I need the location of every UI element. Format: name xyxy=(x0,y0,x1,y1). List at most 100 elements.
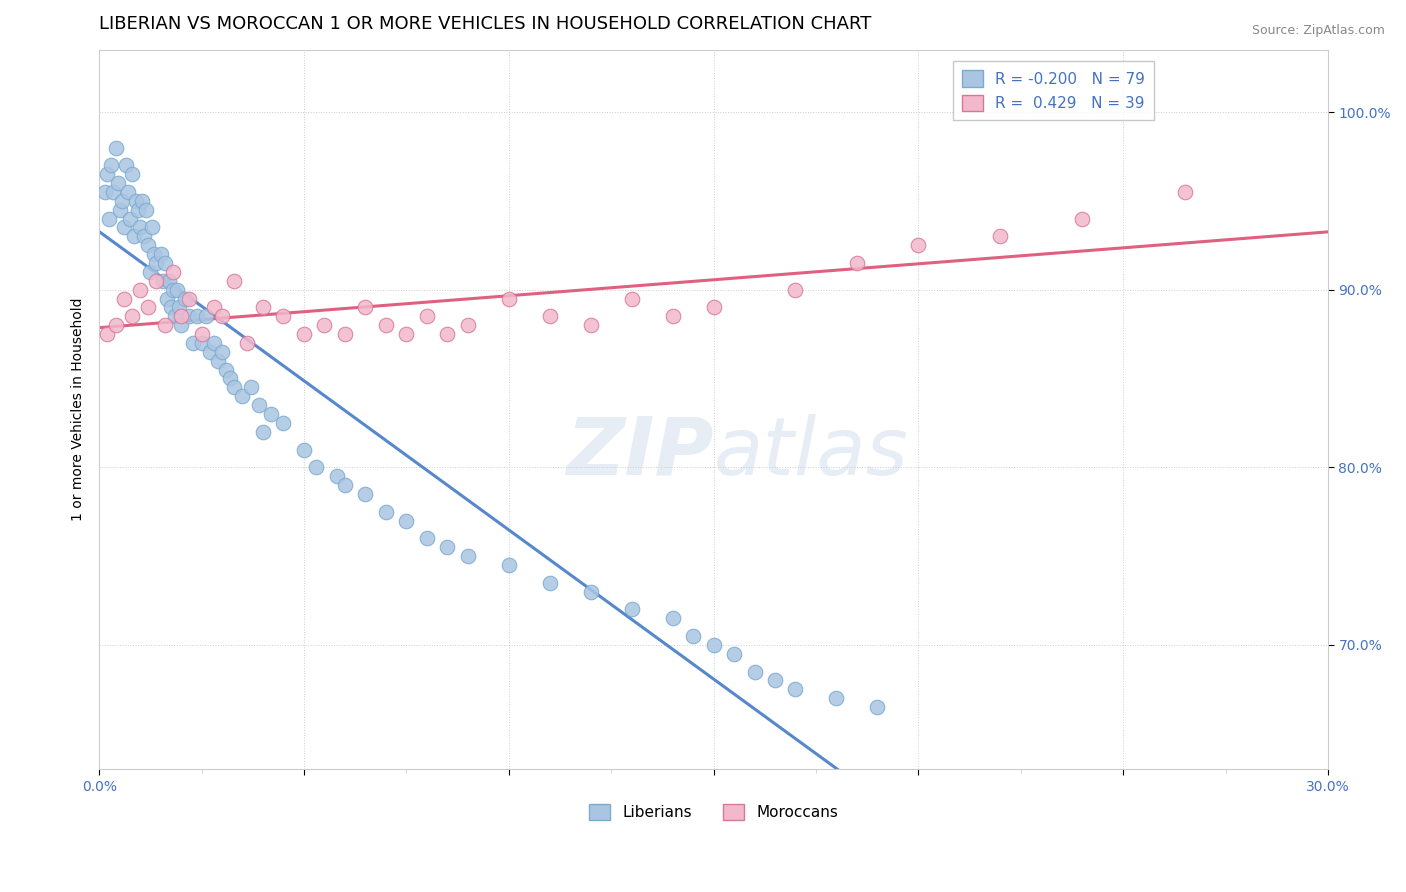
Point xyxy=(395,514,418,528)
Point xyxy=(436,541,458,555)
Point xyxy=(744,665,766,679)
Point xyxy=(374,505,396,519)
Point xyxy=(114,158,136,172)
Point xyxy=(170,310,193,324)
Text: LIBERIAN VS MOROCCAN 1 OR MORE VEHICLES IN HOUSEHOLD CORRELATION CHART: LIBERIAN VS MOROCCAN 1 OR MORE VEHICLES … xyxy=(100,15,872,33)
Point xyxy=(143,247,166,261)
Point xyxy=(1174,185,1197,199)
Point xyxy=(215,362,238,376)
Point xyxy=(620,292,643,306)
Point xyxy=(111,194,134,208)
Point xyxy=(174,292,197,306)
Point xyxy=(117,185,139,199)
Point xyxy=(183,335,205,350)
Point xyxy=(194,310,217,324)
Point xyxy=(457,549,479,563)
Point xyxy=(785,283,807,297)
Point xyxy=(104,140,127,154)
Point xyxy=(333,478,356,492)
Point xyxy=(141,220,163,235)
Point xyxy=(136,238,159,252)
Point xyxy=(273,416,295,430)
Point xyxy=(162,265,184,279)
Point xyxy=(211,310,233,324)
Point xyxy=(260,407,283,421)
Point xyxy=(763,673,786,688)
Point xyxy=(682,629,704,643)
Point xyxy=(354,487,377,501)
Point xyxy=(121,310,143,324)
Point xyxy=(661,310,683,324)
Point xyxy=(129,283,152,297)
Point xyxy=(135,202,157,217)
Point xyxy=(292,442,315,457)
Point xyxy=(416,310,439,324)
Point xyxy=(129,220,152,235)
Point xyxy=(112,292,135,306)
Point xyxy=(159,301,181,315)
Point xyxy=(224,380,246,394)
Point xyxy=(252,301,274,315)
Point xyxy=(239,380,262,394)
Point xyxy=(98,211,121,226)
Point xyxy=(108,202,131,217)
Point xyxy=(198,344,221,359)
Point xyxy=(224,274,246,288)
Point xyxy=(131,194,153,208)
Point xyxy=(134,229,156,244)
Point xyxy=(186,310,208,324)
Point xyxy=(170,318,193,333)
Point xyxy=(202,335,225,350)
Point xyxy=(202,301,225,315)
Point xyxy=(702,301,724,315)
Point xyxy=(118,211,141,226)
Point xyxy=(153,256,176,270)
Point xyxy=(125,194,148,208)
Point xyxy=(252,425,274,439)
Point xyxy=(145,256,167,270)
Point xyxy=(145,274,167,288)
Point xyxy=(190,335,212,350)
Point xyxy=(104,318,127,333)
Point xyxy=(579,318,602,333)
Point xyxy=(136,301,159,315)
Point xyxy=(152,274,174,288)
Point xyxy=(139,265,162,279)
Point xyxy=(354,301,377,315)
Point xyxy=(149,247,172,261)
Point xyxy=(305,460,328,475)
Point xyxy=(96,327,118,342)
Point xyxy=(314,318,336,333)
Point xyxy=(179,310,201,324)
Point xyxy=(457,318,479,333)
Point xyxy=(121,167,143,181)
Point xyxy=(538,575,561,590)
Point xyxy=(325,469,347,483)
Point xyxy=(1071,211,1094,226)
Text: ZIP: ZIP xyxy=(567,414,713,491)
Point xyxy=(167,301,190,315)
Point xyxy=(94,185,117,199)
Point xyxy=(163,310,186,324)
Point xyxy=(162,283,184,297)
Point xyxy=(273,310,295,324)
Point xyxy=(579,584,602,599)
Point xyxy=(723,647,745,661)
Legend: Liberians, Moroccans: Liberians, Moroccans xyxy=(583,797,844,826)
Point xyxy=(107,176,129,190)
Point xyxy=(661,611,683,625)
Point xyxy=(292,327,315,342)
Point xyxy=(620,602,643,616)
Point xyxy=(153,318,176,333)
Point xyxy=(498,558,520,572)
Point xyxy=(127,202,149,217)
Point xyxy=(988,229,1011,244)
Y-axis label: 1 or more Vehicles in Household: 1 or more Vehicles in Household xyxy=(72,298,86,521)
Point xyxy=(179,292,201,306)
Point xyxy=(785,682,807,697)
Point xyxy=(157,274,180,288)
Point xyxy=(96,167,118,181)
Point xyxy=(112,220,135,235)
Point xyxy=(416,532,439,546)
Point xyxy=(231,389,253,403)
